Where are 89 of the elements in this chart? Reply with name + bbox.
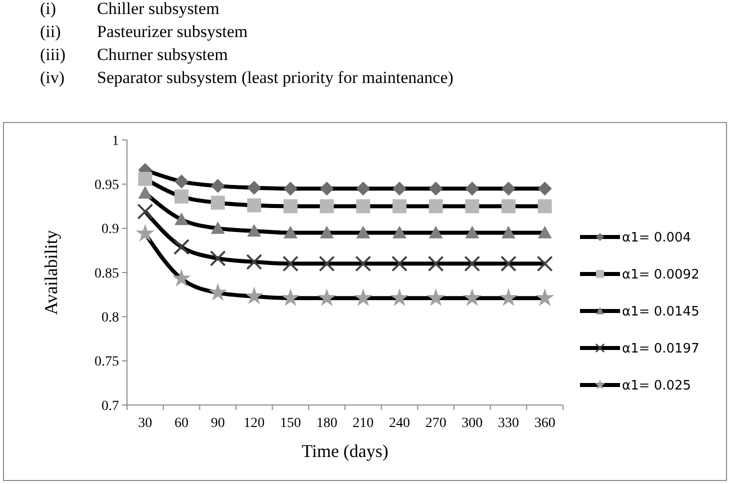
- point: [502, 182, 516, 196]
- x-tick-label: 210: [352, 416, 374, 431]
- point: [464, 256, 480, 272]
- y-tick-label: 0.8: [102, 310, 119, 326]
- point: [282, 256, 298, 272]
- y-tick-label: 0.7: [102, 398, 119, 414]
- point: [356, 182, 370, 196]
- point: [210, 178, 225, 193]
- text: (iii) Churner subsystem: [40, 45, 228, 64]
- point: [428, 182, 443, 196]
- text: (ii) Pasteurizer subsystem: [40, 22, 248, 41]
- point: [281, 288, 300, 306]
- point: [247, 198, 262, 212]
- point: [356, 226, 370, 238]
- point: [355, 256, 372, 272]
- point: [174, 190, 188, 204]
- point: [320, 182, 334, 196]
- point: [210, 196, 225, 210]
- point: [538, 199, 552, 214]
- point: [392, 256, 408, 272]
- x-tick-label: 270: [425, 416, 446, 431]
- point: [208, 283, 228, 301]
- point: [392, 226, 406, 238]
- legend-label: α1= 0.0092: [622, 268, 700, 283]
- x-tick-label: 360: [534, 416, 556, 431]
- point: [536, 256, 553, 272]
- point: [136, 224, 154, 242]
- point: [318, 256, 335, 272]
- y-tick-label: 1: [112, 134, 119, 149]
- point: [538, 182, 552, 196]
- point: [284, 182, 298, 196]
- point: [320, 199, 334, 214]
- legend-label: α1= 0.025: [622, 378, 692, 394]
- y-axis-title: Availability: [41, 230, 61, 315]
- point: [174, 212, 188, 226]
- y-tick-label: 0.75: [94, 354, 119, 370]
- point: [354, 288, 372, 306]
- point: [244, 286, 264, 304]
- point: [172, 268, 191, 287]
- point: [500, 256, 516, 272]
- point: [428, 256, 444, 272]
- point: [502, 199, 516, 214]
- point: [536, 288, 554, 306]
- point: [392, 199, 406, 214]
- point: [318, 288, 336, 306]
- point: [138, 172, 152, 186]
- point: [174, 174, 188, 189]
- point: [465, 182, 480, 196]
- y-tick-label: 0.9: [102, 222, 119, 238]
- point: [210, 250, 226, 266]
- x-tick-label: 180: [316, 416, 338, 431]
- point: [247, 180, 262, 195]
- point: [502, 226, 516, 238]
- x-tick-label: 90: [210, 416, 225, 431]
- point: [174, 238, 190, 255]
- x-tick-label: 240: [389, 416, 410, 431]
- point: [499, 288, 518, 306]
- point: [390, 288, 409, 306]
- x-tick-label: 150: [280, 416, 301, 431]
- point: [320, 226, 334, 238]
- legend-label: α1= 0.004: [622, 230, 692, 246]
- point: [138, 186, 152, 199]
- point: [538, 226, 552, 238]
- x-tick-label: 120: [244, 416, 265, 431]
- x-tick-label: 60: [174, 416, 188, 431]
- x-axis-title: Time (days): [302, 441, 388, 461]
- point: [284, 199, 298, 214]
- text: (iv) Separator subsystem (least priority for maintenance): [40, 68, 454, 87]
- point: [426, 288, 446, 306]
- x-tick-label: 300: [462, 416, 483, 431]
- point: [462, 288, 482, 306]
- point: [356, 199, 370, 214]
- point: [246, 254, 262, 270]
- point: [247, 224, 262, 237]
- legend-label: α1= 0.0197: [622, 342, 700, 357]
- x-tick-label: 30: [138, 416, 152, 431]
- y-tick-label: 0.85: [94, 266, 119, 282]
- point: [210, 221, 225, 234]
- text: (i) Chiller subsystem: [40, 0, 220, 18]
- point: [428, 199, 443, 214]
- point: [428, 226, 443, 238]
- point: [284, 226, 298, 238]
- x-tick-label: 330: [498, 416, 519, 431]
- y-tick-label: 0.95: [94, 178, 119, 194]
- point: [392, 182, 406, 196]
- point: [465, 226, 480, 238]
- point: [465, 199, 480, 214]
- point: [137, 204, 154, 220]
- legend-label: α1= 0.0145: [622, 304, 700, 320]
